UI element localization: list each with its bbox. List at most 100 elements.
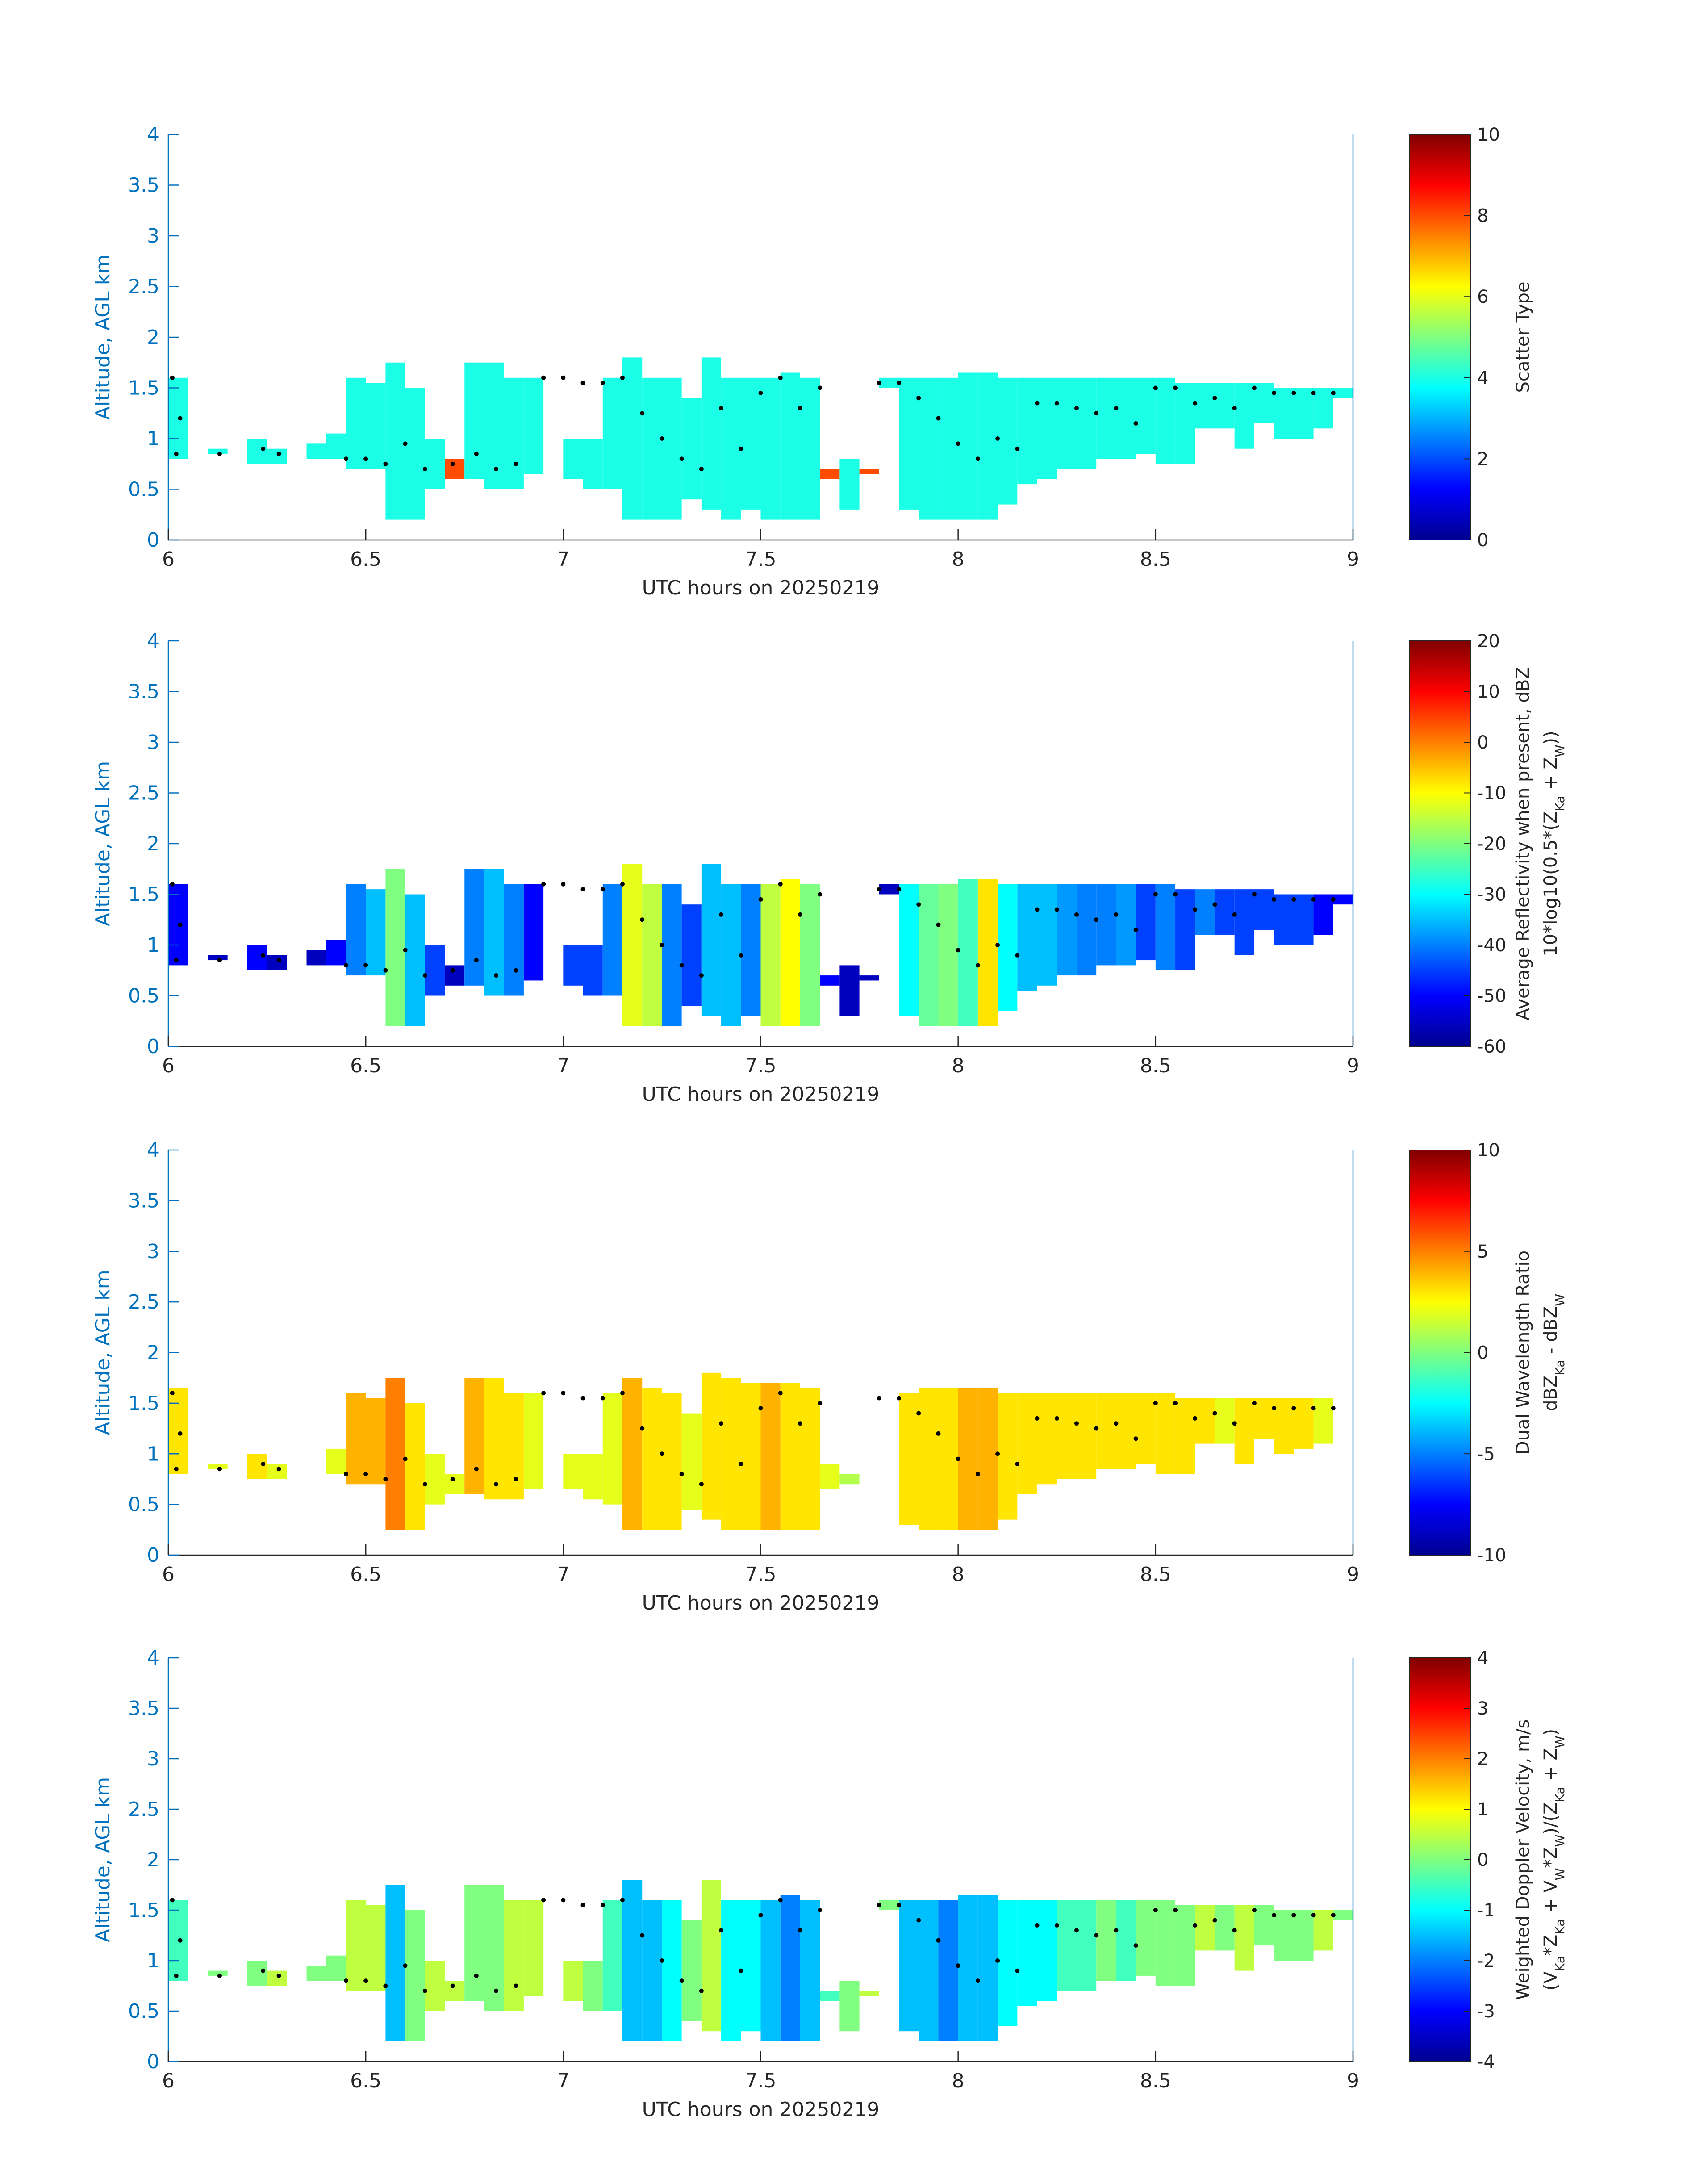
marker-dot bbox=[474, 452, 479, 456]
marker-dot bbox=[818, 385, 823, 390]
y-tick-label: 3 bbox=[147, 1240, 159, 1263]
echo-column bbox=[701, 1880, 722, 2032]
label-text: + V bbox=[1541, 1880, 1561, 1919]
marker-dot bbox=[1153, 1401, 1158, 1405]
y-axis-label: Altitude, AGL km bbox=[92, 1777, 114, 1942]
echo-column bbox=[1057, 1900, 1077, 1991]
marker-dot bbox=[739, 953, 743, 958]
echo-column bbox=[1096, 1900, 1116, 1981]
marker-dot bbox=[450, 968, 455, 973]
echo-column bbox=[445, 1474, 465, 1494]
echo-column bbox=[820, 469, 840, 479]
marker-dot bbox=[403, 1963, 408, 1968]
echo-column bbox=[879, 377, 899, 388]
echo-column bbox=[1076, 377, 1097, 469]
echo-column bbox=[1175, 889, 1195, 970]
colorbar bbox=[1409, 640, 1471, 1047]
echo-column bbox=[998, 1900, 1018, 2026]
marker-dot bbox=[600, 1396, 605, 1401]
x-tick-label: 8 bbox=[952, 548, 965, 571]
marker-dot bbox=[1272, 390, 1277, 395]
marker-dot bbox=[493, 467, 498, 472]
colorbar-tick-label: -20 bbox=[1477, 834, 1506, 854]
marker-dot bbox=[1133, 927, 1138, 932]
echo-column bbox=[1234, 889, 1254, 955]
echo-column bbox=[998, 884, 1018, 1011]
marker-dot bbox=[561, 375, 566, 380]
marker-dot bbox=[1232, 912, 1237, 917]
marker-dot bbox=[818, 892, 823, 897]
x-tick-label: 6 bbox=[162, 1563, 175, 1586]
x-tick-label: 6 bbox=[162, 548, 175, 571]
marker-dot bbox=[798, 912, 802, 917]
echo-column bbox=[1096, 377, 1116, 459]
echo-column bbox=[1116, 1393, 1136, 1469]
colorbar-tick-label: 10 bbox=[1477, 682, 1500, 703]
marker-dot bbox=[699, 1988, 704, 1993]
marker-dot bbox=[1193, 1416, 1198, 1421]
x-axis-label: UTC hours on 20250219 bbox=[642, 2098, 880, 2121]
echo-column bbox=[662, 377, 682, 520]
echo-column bbox=[662, 884, 682, 1026]
marker-dot bbox=[1054, 1416, 1059, 1421]
echo-column bbox=[1254, 889, 1274, 930]
marker-dot bbox=[1035, 401, 1040, 406]
echo-column bbox=[977, 1388, 998, 1530]
y-tick-label: 1 bbox=[147, 934, 159, 957]
marker-dot bbox=[450, 1983, 455, 1988]
echo-column bbox=[405, 1403, 425, 1530]
marker-dot bbox=[1035, 1923, 1040, 1928]
echo-column bbox=[839, 459, 860, 510]
marker-dot bbox=[620, 375, 625, 380]
marker-dot bbox=[1331, 390, 1336, 395]
echo-column bbox=[267, 448, 287, 464]
colorbar-tick-label: -40 bbox=[1477, 935, 1506, 956]
marker-dot bbox=[699, 1482, 704, 1487]
echo-column bbox=[1333, 1910, 1353, 1920]
echo-column bbox=[208, 1970, 228, 1976]
marker-dot bbox=[758, 390, 763, 395]
echo-column bbox=[563, 1454, 583, 1489]
colorbar-tick-label: 2 bbox=[1477, 1749, 1488, 1769]
echo-column bbox=[523, 1900, 544, 1996]
colorbar-tick-label: -3 bbox=[1477, 2001, 1495, 2022]
colorbar-tick-label: 0 bbox=[1477, 1343, 1488, 1363]
marker-dot bbox=[1212, 902, 1217, 907]
echo-column bbox=[1136, 377, 1156, 454]
label-text: 10*log10(0.5*(Z bbox=[1541, 811, 1561, 957]
echo-column bbox=[1195, 1398, 1215, 1444]
y-tick-label: 3.5 bbox=[128, 1697, 159, 1720]
x-axis-label: UTC hours on 20250219 bbox=[642, 577, 880, 599]
marker-dot bbox=[1015, 1968, 1020, 1973]
echo-column bbox=[602, 884, 622, 996]
echo-column bbox=[1057, 884, 1077, 976]
marker-dot bbox=[514, 1983, 518, 1988]
marker-dot bbox=[1331, 1913, 1336, 1918]
echo-column bbox=[1037, 1900, 1057, 2001]
marker-dot bbox=[758, 897, 763, 902]
marker-dot bbox=[170, 1391, 175, 1396]
echo-column bbox=[839, 1474, 860, 1485]
y-tick-label: 2.5 bbox=[128, 276, 159, 298]
y-tick-label: 1.5 bbox=[128, 883, 159, 906]
colorbar-tick-label: 4 bbox=[1477, 1648, 1488, 1669]
echo-column bbox=[346, 884, 366, 976]
marker-dot bbox=[1035, 907, 1040, 912]
echo-column bbox=[1076, 1393, 1097, 1479]
marker-dot bbox=[1291, 1406, 1296, 1411]
marker-dot bbox=[1272, 897, 1277, 902]
y-tick-label: 0.5 bbox=[128, 985, 159, 1008]
label-subscript: Ka bbox=[1553, 1360, 1567, 1376]
echo-column bbox=[800, 1900, 820, 2041]
echo-column bbox=[780, 1895, 800, 2041]
echo-column bbox=[366, 1905, 386, 1991]
y-tick-label: 1 bbox=[147, 1949, 159, 1972]
marker-dot bbox=[1331, 897, 1336, 902]
echo-column bbox=[563, 1961, 583, 2001]
x-tick-label: 8 bbox=[952, 2070, 965, 2092]
echo-column bbox=[484, 1378, 504, 1500]
marker-dot bbox=[1153, 892, 1158, 897]
echo-column bbox=[385, 1885, 405, 2041]
marker-dot bbox=[1074, 406, 1079, 410]
echo-column bbox=[1294, 1910, 1314, 1961]
